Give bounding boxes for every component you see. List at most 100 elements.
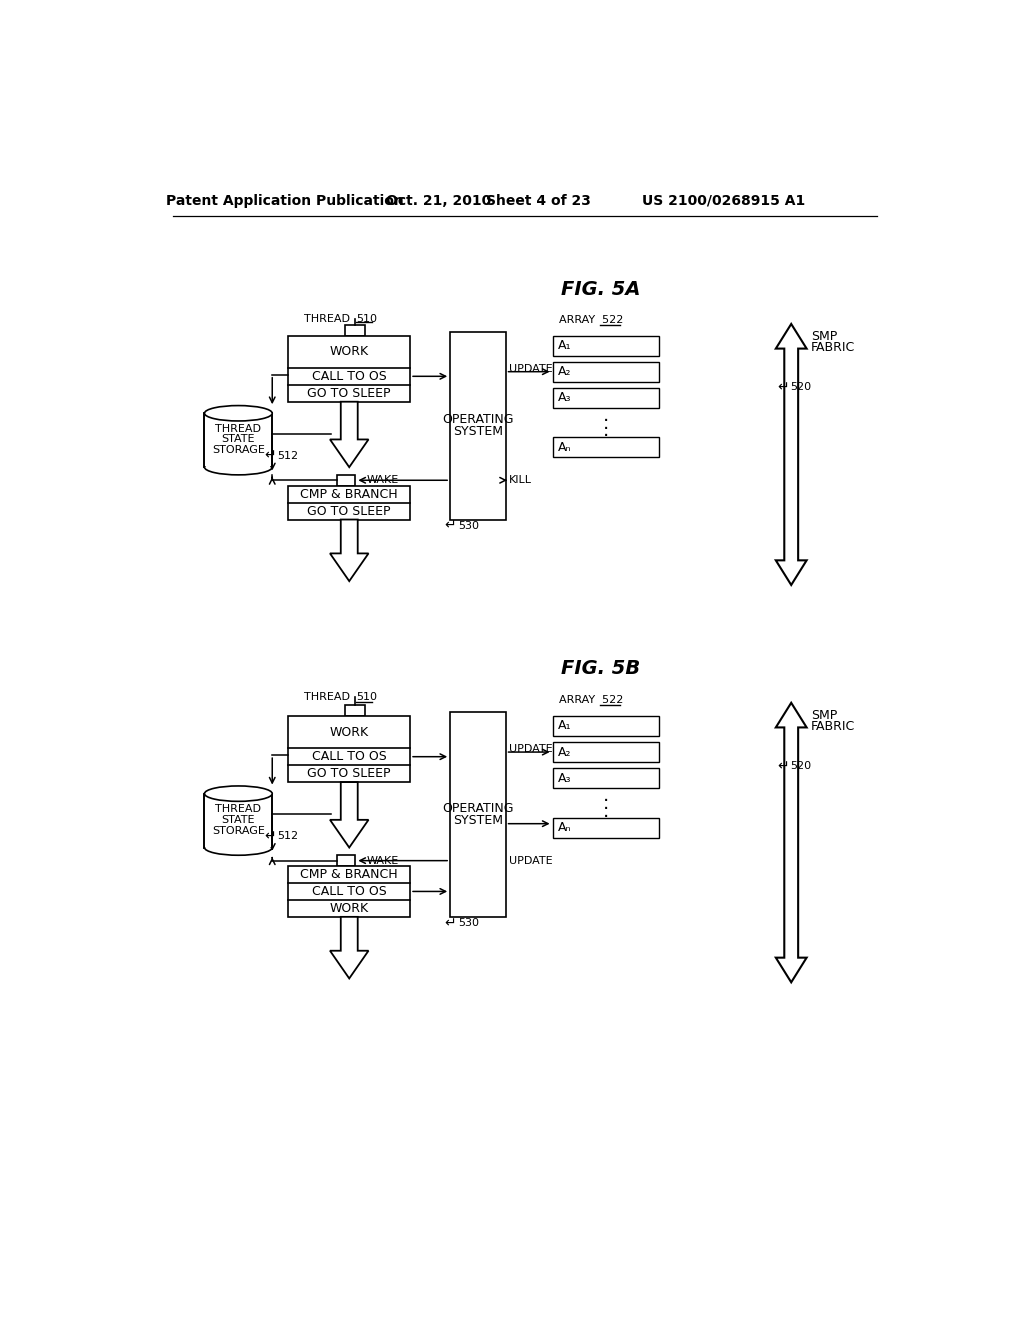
Text: .: . (602, 787, 609, 805)
Text: 520: 520 (791, 381, 812, 392)
Text: WAKE: WAKE (367, 475, 398, 486)
Bar (553, 715, 658, 737)
Text: WORK: WORK (330, 726, 369, 739)
Ellipse shape (205, 405, 272, 421)
Text: .: . (602, 413, 609, 433)
Bar (553, 768, 658, 788)
Bar (205, 413, 271, 466)
Bar (289, 715, 410, 781)
Text: CMP & BRANCH: CMP & BRANCH (300, 487, 398, 500)
Bar (289, 486, 410, 520)
Text: FIG. 5B: FIG. 5B (560, 659, 640, 677)
Text: Patent Application Publication: Patent Application Publication (166, 194, 403, 207)
Text: A₃: A₃ (558, 772, 571, 785)
Bar (553, 742, 658, 762)
Text: 510: 510 (356, 693, 377, 702)
Text: .: . (602, 795, 609, 813)
Text: 512: 512 (278, 832, 299, 841)
Text: SYSTEM: SYSTEM (453, 425, 503, 438)
Bar (345, 325, 365, 335)
Text: ARRAY  522: ARRAY 522 (559, 315, 624, 325)
Text: OPERATING: OPERATING (442, 801, 514, 814)
Polygon shape (330, 917, 369, 978)
Text: SMP: SMP (811, 709, 838, 722)
Text: 510: 510 (356, 314, 377, 323)
Polygon shape (330, 401, 369, 467)
Bar (345, 705, 365, 715)
Ellipse shape (205, 840, 272, 855)
Bar (553, 362, 658, 381)
Polygon shape (330, 520, 369, 581)
Bar (205, 793, 272, 847)
Text: A₁: A₁ (558, 719, 571, 733)
Text: WORK: WORK (330, 902, 369, 915)
Bar (337, 855, 355, 866)
Text: GO TO SLEEP: GO TO SLEEP (307, 387, 391, 400)
Bar (553, 817, 658, 837)
Text: A₃: A₃ (558, 391, 571, 404)
Bar (289, 335, 410, 401)
Text: 530: 530 (458, 917, 479, 928)
Text: CALL TO OS: CALL TO OS (312, 750, 387, 763)
Text: US 2100/0268915 A1: US 2100/0268915 A1 (642, 194, 805, 207)
Text: .: . (602, 801, 609, 821)
Text: ↵: ↵ (777, 380, 788, 395)
Bar (451, 711, 506, 917)
Text: ↵: ↵ (444, 519, 457, 533)
Text: 530: 530 (458, 520, 479, 531)
Text: UPDATE: UPDATE (509, 855, 552, 866)
Text: ↵: ↵ (444, 916, 457, 931)
Bar (337, 475, 355, 486)
Text: ↵: ↵ (777, 759, 788, 774)
Text: A₂: A₂ (558, 746, 571, 759)
Text: 512: 512 (278, 450, 299, 461)
Text: .: . (602, 421, 609, 441)
Text: Oct. 21, 2010: Oct. 21, 2010 (386, 194, 492, 207)
Bar (553, 335, 658, 355)
Text: ↵: ↵ (264, 449, 276, 462)
Text: THREAD: THREAD (304, 693, 354, 702)
Text: CALL TO OS: CALL TO OS (312, 884, 387, 898)
Text: SMP: SMP (811, 330, 838, 343)
Bar (553, 437, 658, 457)
Polygon shape (330, 781, 369, 847)
Bar (289, 866, 410, 917)
Text: FABRIC: FABRIC (811, 721, 855, 733)
Text: GO TO SLEEP: GO TO SLEEP (307, 504, 391, 517)
Text: STATE: STATE (221, 434, 255, 445)
Text: ↵: ↵ (264, 829, 276, 843)
Text: A₂: A₂ (558, 366, 571, 379)
Text: FIG. 5A: FIG. 5A (560, 280, 640, 298)
Text: .: . (602, 407, 609, 425)
Bar (553, 388, 658, 408)
Text: Sheet 4 of 23: Sheet 4 of 23 (486, 194, 591, 207)
Polygon shape (776, 702, 807, 982)
Bar (205, 793, 271, 847)
Polygon shape (776, 323, 807, 585)
Text: ARRAY  522: ARRAY 522 (559, 696, 624, 705)
Text: GO TO SLEEP: GO TO SLEEP (307, 767, 391, 780)
Text: OPERATING: OPERATING (442, 413, 514, 426)
Bar (451, 331, 506, 520)
Text: CALL TO OS: CALL TO OS (312, 370, 387, 383)
Text: STATE: STATE (221, 814, 255, 825)
Text: Aₙ: Aₙ (558, 441, 571, 454)
Text: STORAGE: STORAGE (212, 825, 265, 836)
Text: SYSTEM: SYSTEM (453, 814, 503, 828)
Text: THREAD: THREAD (215, 804, 261, 814)
Text: STORAGE: STORAGE (212, 445, 265, 455)
Text: Aₙ: Aₙ (558, 821, 571, 834)
Text: WORK: WORK (330, 345, 369, 358)
Text: FABRIC: FABRIC (811, 342, 855, 354)
Text: 520: 520 (791, 760, 812, 771)
Text: THREAD: THREAD (215, 424, 261, 434)
Text: UPDATE: UPDATE (509, 363, 552, 374)
Ellipse shape (205, 785, 272, 801)
Ellipse shape (205, 459, 272, 475)
Bar (205, 413, 272, 467)
Text: THREAD: THREAD (304, 314, 354, 323)
Text: UPDATE: UPDATE (509, 744, 552, 754)
Text: KILL: KILL (509, 475, 531, 486)
Text: A₁: A₁ (558, 339, 571, 352)
Text: CMP & BRANCH: CMP & BRANCH (300, 869, 398, 880)
